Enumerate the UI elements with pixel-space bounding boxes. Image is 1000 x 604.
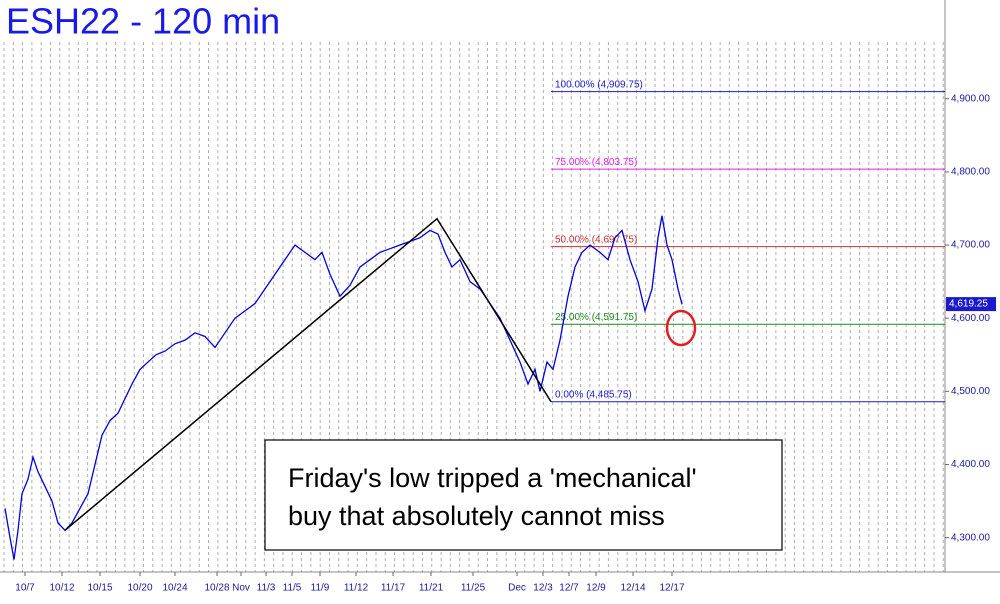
chart-title: ESH22 - 120 min [6,1,280,42]
y-tick-label: 4,900.00 [951,93,990,104]
x-tick-label: Dec [508,583,526,594]
y-tick-label: 4,400.00 [951,459,990,470]
x-tick-label: 12/17 [659,583,684,594]
fib-label: 50.00% (4,697.75) [555,234,637,245]
y-tick-label: 4,300.00 [951,532,990,543]
x-tick-label: 12/9 [586,583,606,594]
x-tick-label: 10/15 [87,583,112,594]
last-price-box [946,297,996,312]
fib-label: 75.00% (4,803.75) [555,157,637,168]
x-tick-label: 10/12 [49,583,74,594]
x-tick-label: 11/17 [381,583,406,594]
x-tick-label: Nov [232,583,250,594]
highlight-circle [665,309,697,347]
x-tick-label: 11/25 [461,583,486,594]
fib-label: 25.00% (4,591.75) [555,312,637,323]
fib-label: 0.00% (4,485.75) [555,389,632,400]
x-tick-label: 11/21 [419,583,444,594]
x-tick-label: 10/28 [204,583,229,594]
trend-line [64,217,552,531]
x-tick-label: 11/9 [311,583,330,594]
price-line [4,215,683,560]
x-tick-label: 10/20 [127,583,152,594]
y-tick-label: 4,700.00 [951,240,990,251]
x-tick-label: 12/3 [533,583,553,594]
annotation-line: Friday's low tripped a 'mechanical' [288,463,697,493]
last-price-label: 4,619.25 [949,299,988,310]
x-tick-label: 10/24 [162,583,187,594]
x-tick-label: 10/7 [15,583,35,594]
x-tick-label: 12/14 [620,583,645,594]
y-tick-label: 4,600.00 [951,313,990,324]
x-tick-label: 11/3 [257,583,276,594]
y-tick-label: 4,500.00 [951,386,990,397]
fib-label: 100.00% (4,909.75) [555,79,643,90]
x-tick-label: 11/5 [283,583,302,594]
y-tick-label: 4,800.00 [951,167,990,178]
annotation-line: buy that absolutely cannot miss [288,501,665,531]
x-tick-label: 11/12 [344,583,369,594]
annotation-box [264,439,783,551]
x-tick-label: 12/7 [559,583,579,594]
